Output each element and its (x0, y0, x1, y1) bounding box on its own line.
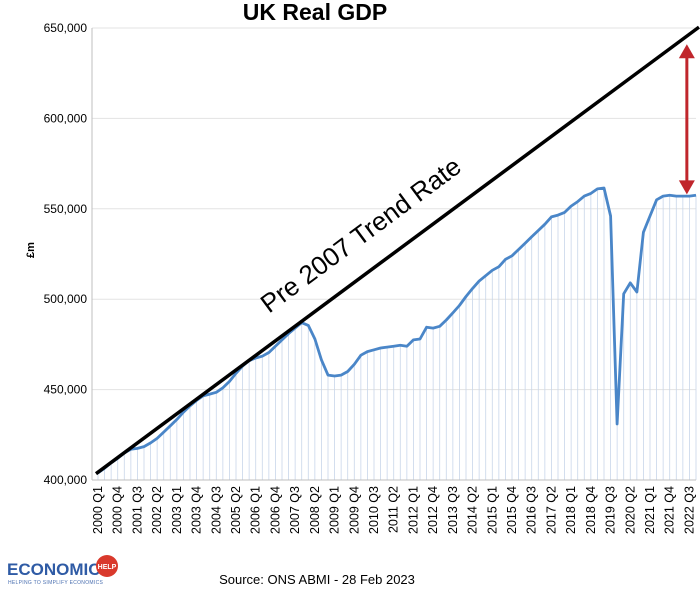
x-tick-label: 2008 Q2 (308, 486, 322, 534)
source-note: Source: ONS ABMI - 28 Feb 2023 (219, 572, 415, 587)
x-tick-label: 2009 Q1 (328, 486, 342, 534)
y-tick-label: 500,000 (44, 292, 88, 306)
logo-tagline: HELPING TO SIMPLIFY ECONOMICS (8, 580, 103, 586)
x-tick-label: 2001 Q3 (130, 486, 144, 534)
x-tick-label: 2010 Q3 (367, 486, 381, 534)
trend-layer: Pre 2007 Trend Rate (94, 25, 700, 476)
trend-line-label: Pre 2007 Trend Rate (255, 151, 467, 319)
y-tick-label: 450,000 (44, 383, 88, 397)
y-tick-label: 400,000 (44, 473, 88, 487)
logo-badge: HELP (96, 555, 118, 577)
x-tick-label: 2007 Q3 (288, 486, 302, 534)
logo-badge-text: HELP (98, 564, 117, 571)
x-tick-label: 2016 Q3 (525, 486, 539, 534)
x-tick-label: 2000 Q4 (111, 486, 125, 534)
x-tick-label: 2011 Q2 (387, 486, 401, 533)
x-tick-label: 2019 Q3 (604, 486, 618, 534)
x-tick-label: 2021 Q1 (643, 486, 657, 534)
x-tick-label: 2018 Q4 (584, 486, 598, 534)
x-tick-label: 2018 Q1 (564, 486, 578, 534)
gap-arrow-head-top (678, 44, 695, 59)
x-tick-label: 2013 Q3 (446, 486, 460, 534)
y-tick-label: 550,000 (44, 202, 88, 216)
x-tick-label: 2003 Q1 (170, 486, 184, 534)
chart-title: UK Real GDP (243, 0, 387, 25)
series-layer (97, 186, 697, 474)
trend-line (94, 25, 700, 476)
x-tick-label: 2004 Q3 (209, 486, 223, 534)
x-tick-label: 2015 Q4 (505, 486, 519, 534)
y-axis-label: £m (25, 242, 37, 258)
x-tick-label: 2012 Q1 (406, 486, 420, 534)
x-tick-label: 2014 Q2 (466, 486, 480, 534)
y-tick-label: 600,000 (44, 111, 88, 125)
y-tick-label: 650,000 (44, 21, 88, 35)
x-tick-label: 2003 Q4 (190, 486, 204, 534)
y-tick-labels: 400,000 450,000 500,000 550,000 600,000 650,0… (44, 21, 88, 487)
x-tick-label: 2005 Q2 (229, 486, 243, 534)
x-tick-label: 2006 Q4 (268, 486, 282, 534)
series-line (97, 186, 697, 474)
x-tick-label: 2020 Q2 (623, 486, 637, 534)
x-tick-label: 2015 Q1 (485, 486, 499, 534)
x-tick-label: 2021 Q4 (663, 486, 677, 534)
x-tick-label: 2009 Q4 (347, 486, 361, 534)
x-tick-label: 2012 Q4 (426, 486, 440, 534)
logo-main-text: ECONOMICS (7, 560, 112, 579)
x-tick-label: 2017 Q2 (544, 486, 558, 534)
gap-arrow-head-bottom (678, 180, 695, 195)
x-tick-label: 2000 Q1 (91, 486, 105, 534)
x-tick-label: 2006 Q1 (249, 486, 263, 534)
x-tick-label: 2022 Q3 (682, 486, 696, 534)
x-tick-labels: 2000 Q1 2000 Q4 2001 Q3 2002 Q2 2003 Q1 2003 … (91, 486, 696, 534)
logo-badge-circle (96, 555, 118, 577)
vertical-hatch-layer (97, 188, 697, 480)
x-tick-label: 2002 Q2 (150, 486, 164, 534)
economics-help-logo: ECONOMICS HELP HELPING TO SIMPLIFY ECONO… (7, 555, 118, 586)
gap-arrow-layer (678, 44, 695, 195)
